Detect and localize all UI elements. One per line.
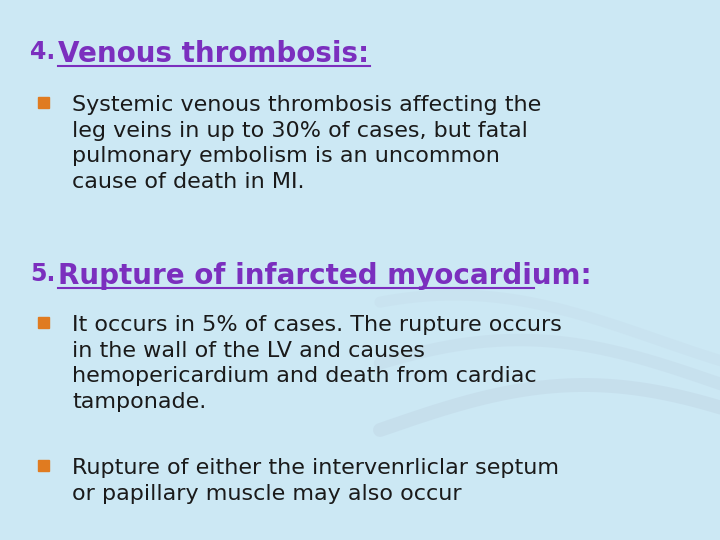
- Bar: [38, 97, 49, 108]
- Text: 4.: 4.: [30, 40, 55, 64]
- Text: 5.: 5.: [30, 262, 55, 286]
- Text: Venous thrombosis:: Venous thrombosis:: [58, 40, 369, 68]
- Text: Rupture of either the intervenrliclar septum
or papillary muscle may also occur: Rupture of either the intervenrliclar se…: [72, 458, 559, 504]
- Bar: [38, 317, 49, 328]
- Text: Rupture of infarcted myocardium:: Rupture of infarcted myocardium:: [58, 262, 592, 290]
- Bar: [38, 460, 49, 471]
- Text: It occurs in 5% of cases. The rupture occurs
in the wall of the LV and causes
he: It occurs in 5% of cases. The rupture oc…: [72, 315, 562, 412]
- Text: Systemic venous thrombosis affecting the
leg veins in up to 30% of cases, but fa: Systemic venous thrombosis affecting the…: [72, 95, 541, 192]
